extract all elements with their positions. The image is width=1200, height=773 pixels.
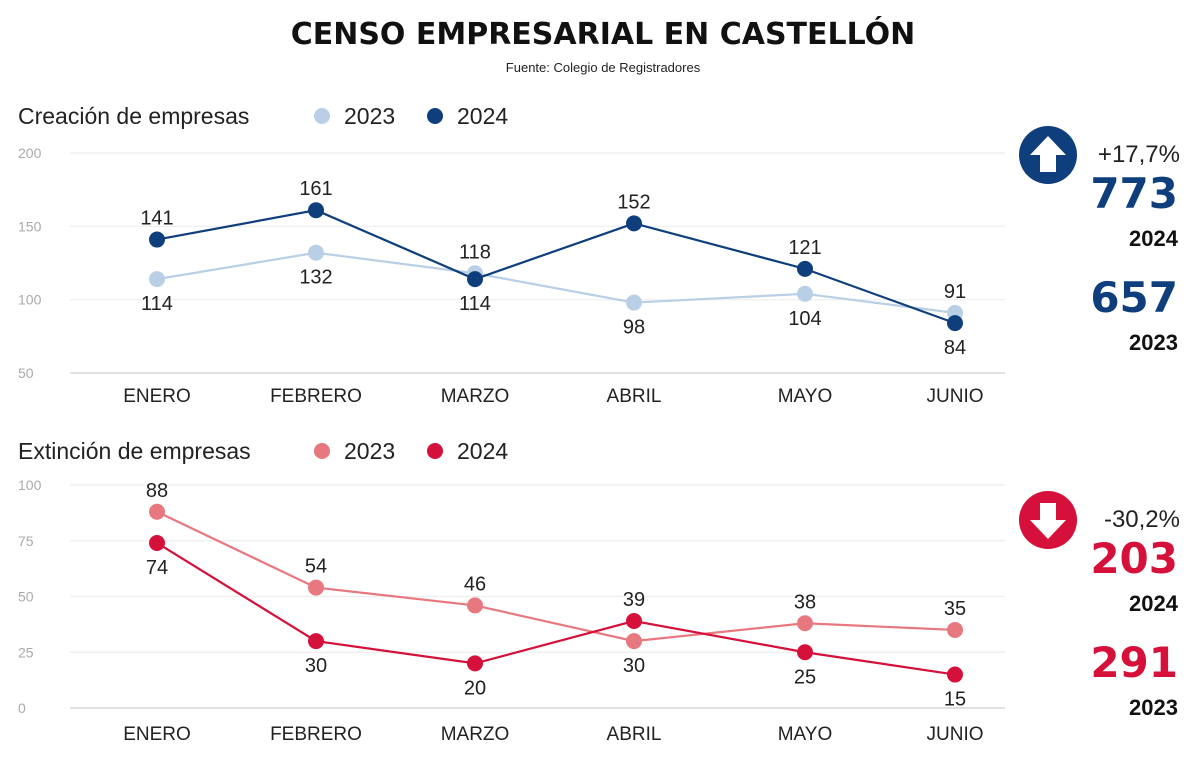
y-tick-label: 100 (18, 292, 42, 308)
data-point-2023 (149, 271, 165, 288)
data-label-2024: 141 (140, 208, 173, 230)
arrow-up-icon (1019, 126, 1077, 184)
data-point-2023 (149, 503, 165, 520)
chart-panel-2: Extinción de empresas 2023 2024 0 25 50 75 100 E… (18, 438, 1180, 745)
data-point-2024 (308, 633, 324, 650)
data-label-2023: 35 (944, 598, 966, 620)
main-title: CENSO EMPRESARIAL EN CASTELLÓN (291, 15, 916, 52)
data-label-2023: 30 (623, 655, 645, 677)
x-tick-label: ENERO (123, 724, 191, 745)
data-label-2023: 38 (794, 591, 816, 613)
chart-title: Extinción de empresas (18, 438, 251, 464)
total-2024: 203 (1090, 534, 1178, 583)
change-percent: -30,2% (1104, 506, 1180, 533)
x-tick-label: FEBRERO (270, 724, 362, 745)
data-point-2023 (626, 633, 642, 650)
data-label-2024: 15 (944, 689, 966, 711)
legend-marker-2023 (314, 443, 330, 459)
total-2023: 657 (1090, 273, 1178, 322)
legend-marker-2024 (427, 108, 443, 124)
data-label-2024: 121 (788, 237, 821, 259)
data-label-2024: 152 (617, 191, 650, 213)
data-point-2023 (797, 285, 813, 302)
data-label-2023: 91 (944, 281, 966, 303)
series-line-2023 (156, 251, 956, 314)
data-label-2023: 88 (146, 480, 168, 502)
legend-label-2023: 2023 (344, 438, 395, 464)
data-point-2023 (947, 621, 963, 638)
y-tick-label: 100 (18, 477, 42, 493)
total-2024-label: 2024 (1129, 226, 1179, 251)
data-point-2023 (308, 244, 324, 261)
total-2024-label: 2024 (1129, 591, 1179, 616)
change-percent: +17,7% (1098, 141, 1180, 168)
x-tick-label: MAYO (778, 724, 833, 745)
data-point-2024 (797, 260, 813, 277)
x-tick-label: ENERO (123, 386, 191, 407)
y-tick-label: 200 (18, 145, 42, 161)
x-tick-label: MAYO (778, 386, 833, 407)
arrow-down-icon (1019, 491, 1077, 549)
data-label-2023: 114 (141, 293, 173, 315)
data-label-2024: 84 (944, 337, 966, 359)
data-label-2023: 132 (299, 267, 332, 289)
y-tick-label: 50 (18, 589, 34, 605)
x-tick-label: JUNIO (927, 724, 984, 745)
y-tick-label: 75 (18, 533, 34, 549)
data-point-2024 (947, 666, 963, 683)
data-point-2024 (149, 534, 165, 551)
x-tick-label: JUNIO (927, 386, 984, 407)
source-note: Fuente: Colegio de Registradores (506, 60, 701, 75)
legend-label-2024: 2024 (457, 438, 508, 464)
y-tick-label: 50 (18, 365, 34, 381)
data-label-2024: 25 (794, 666, 816, 688)
x-tick-label: MARZO (441, 386, 510, 407)
data-label-2023: 54 (305, 556, 327, 578)
data-point-2023 (797, 615, 813, 632)
data-point-2024 (467, 655, 483, 672)
series-line-2024 (156, 209, 956, 325)
data-label-2023: 104 (788, 308, 821, 330)
total-2023: 291 (1090, 638, 1178, 687)
y-tick-label: 150 (18, 218, 42, 234)
data-label-2024: 30 (305, 655, 327, 677)
data-point-2023 (308, 579, 324, 596)
data-label-2024: 114 (459, 293, 491, 315)
y-tick-label: 0 (18, 700, 26, 716)
data-point-2024 (149, 231, 165, 248)
total-2023-label: 2023 (1129, 695, 1178, 720)
x-tick-label: ABRIL (607, 386, 662, 407)
x-tick-label: MARZO (441, 724, 510, 745)
legend-label-2023: 2023 (344, 103, 395, 129)
total-2024: 773 (1090, 169, 1178, 218)
data-label-2023: 46 (464, 573, 486, 595)
data-point-2024 (947, 315, 963, 332)
legend-marker-2024 (427, 443, 443, 459)
legend-marker-2023 (314, 108, 330, 124)
x-tick-label: FEBRERO (270, 386, 362, 407)
data-label-2024: 39 (623, 589, 645, 611)
data-point-2024 (797, 644, 813, 661)
data-point-2024 (308, 202, 324, 219)
data-label-2023: 98 (623, 317, 645, 339)
data-label-2024: 74 (146, 557, 168, 579)
chart-panel-1: Creación de empresas 2023 2024 50 100 150 200 E… (18, 103, 1180, 407)
total-2023-label: 2023 (1129, 330, 1178, 355)
chart-title: Creación de empresas (18, 103, 249, 129)
data-point-2023 (626, 294, 642, 311)
series-line-2024 (156, 542, 956, 676)
data-label-2024: 20 (464, 677, 486, 699)
y-tick-label: 25 (18, 644, 34, 660)
legend-label-2024: 2024 (457, 103, 508, 129)
series-line-2023 (156, 510, 956, 643)
data-point-2024 (626, 215, 642, 232)
data-point-2024 (467, 271, 483, 288)
data-point-2024 (626, 613, 642, 630)
data-point-2023 (467, 597, 483, 614)
data-label-2023: 118 (459, 241, 491, 263)
x-tick-label: ABRIL (607, 724, 662, 745)
data-label-2024: 161 (299, 178, 332, 200)
